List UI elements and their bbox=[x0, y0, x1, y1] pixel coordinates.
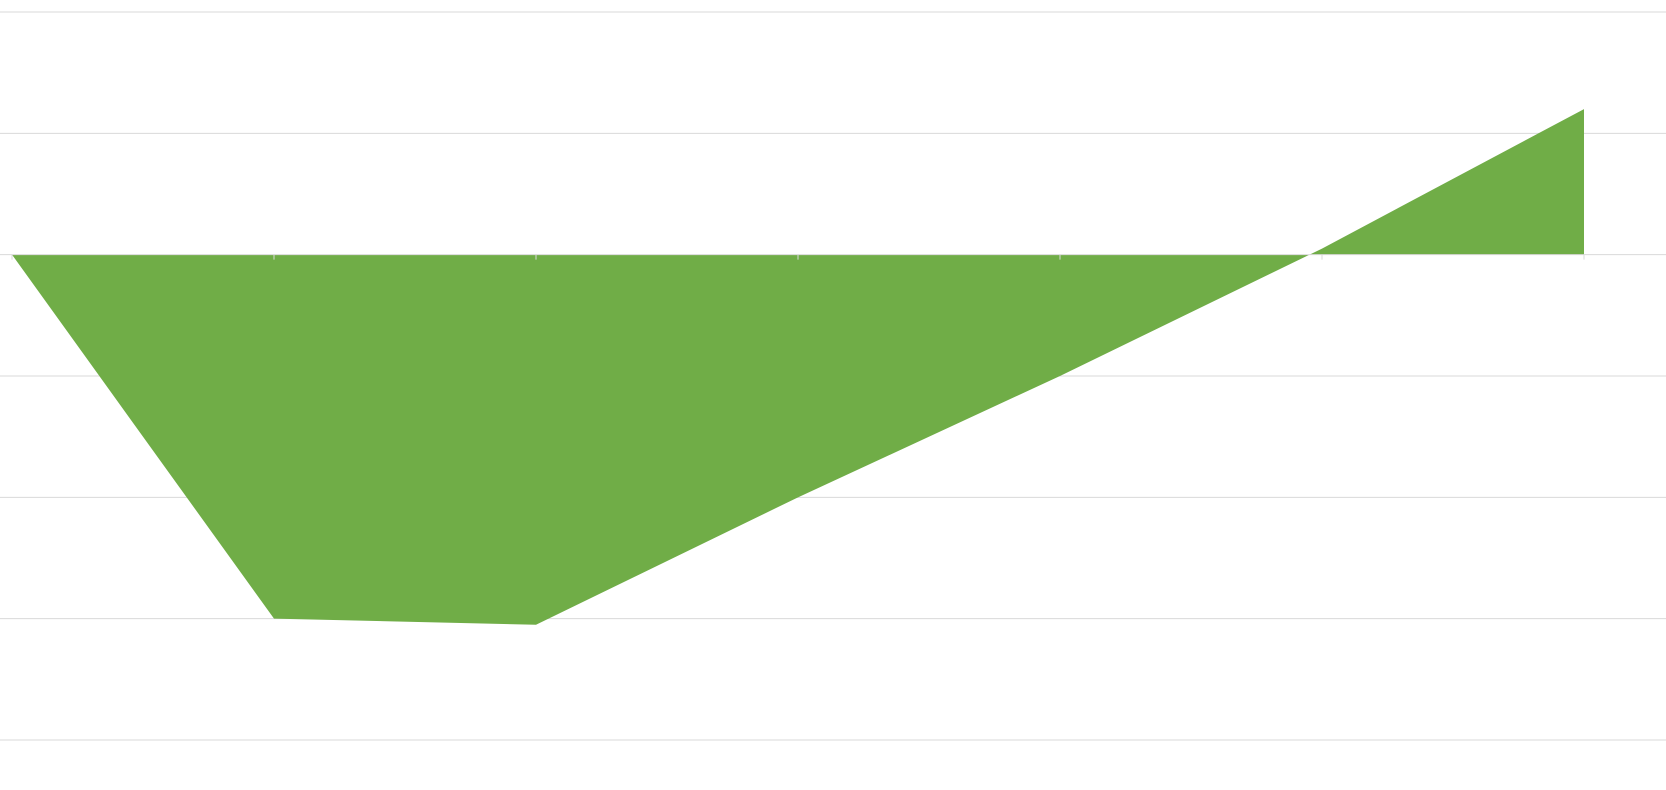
area-series-fill bbox=[12, 109, 1584, 625]
x-axis bbox=[0, 254, 1666, 260]
area-series bbox=[12, 109, 1584, 625]
